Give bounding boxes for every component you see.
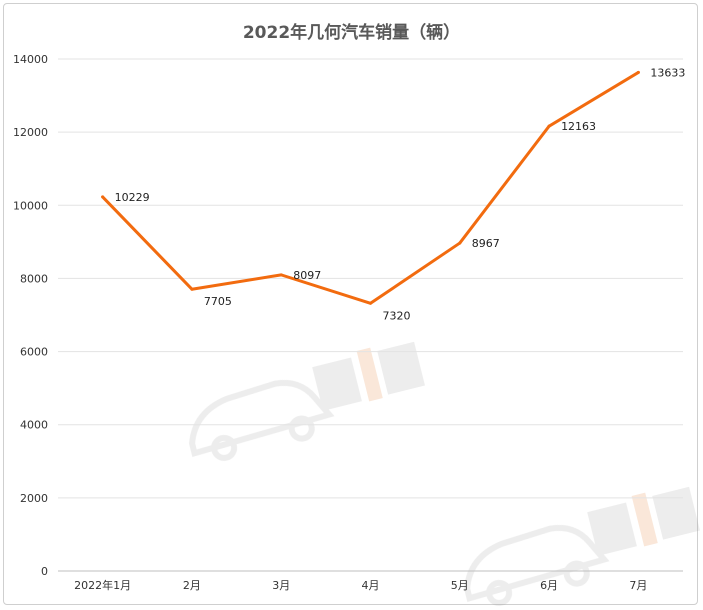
y-tick-label: 12000 — [13, 126, 48, 139]
watermark-logo — [189, 341, 700, 606]
data-label: 7320 — [383, 309, 411, 322]
data-point — [369, 301, 372, 305]
data-label: 8967 — [472, 237, 500, 250]
data-point — [547, 124, 551, 128]
x-tick-label: 7月 — [629, 579, 647, 592]
data-label: 12163 — [561, 120, 596, 133]
y-tick-label: 10000 — [13, 199, 48, 212]
x-tick-label: 3月 — [272, 579, 290, 592]
series-line — [101, 70, 640, 305]
x-tick-label: 2022年1月 — [74, 578, 131, 592]
y-tick-label: 4000 — [20, 419, 48, 432]
y-tick-label: 14000 — [13, 53, 48, 66]
data-label: 13633 — [650, 66, 685, 79]
data-point — [190, 287, 194, 291]
x-tick-label: 4月 — [362, 579, 380, 592]
data-point — [101, 195, 105, 199]
x-tick-label: 6月 — [540, 579, 558, 592]
data-point — [279, 273, 283, 277]
y-tick-label: 2000 — [20, 492, 48, 505]
y-tick-label: 0 — [41, 565, 48, 578]
data-point — [636, 70, 640, 74]
chart-frame — [3, 3, 698, 605]
data-label: 10229 — [115, 191, 150, 204]
data-point — [458, 241, 462, 245]
data-label: 8097 — [293, 269, 321, 282]
data-label: 7705 — [204, 295, 232, 308]
chart-title: 2022年几何汽车销量（辆） — [242, 23, 461, 43]
x-tick-label: 2月 — [183, 579, 201, 592]
x-tick-label: 5月 — [451, 579, 469, 592]
y-tick-label: 6000 — [20, 346, 48, 359]
y-tick-label: 8000 — [20, 272, 48, 285]
